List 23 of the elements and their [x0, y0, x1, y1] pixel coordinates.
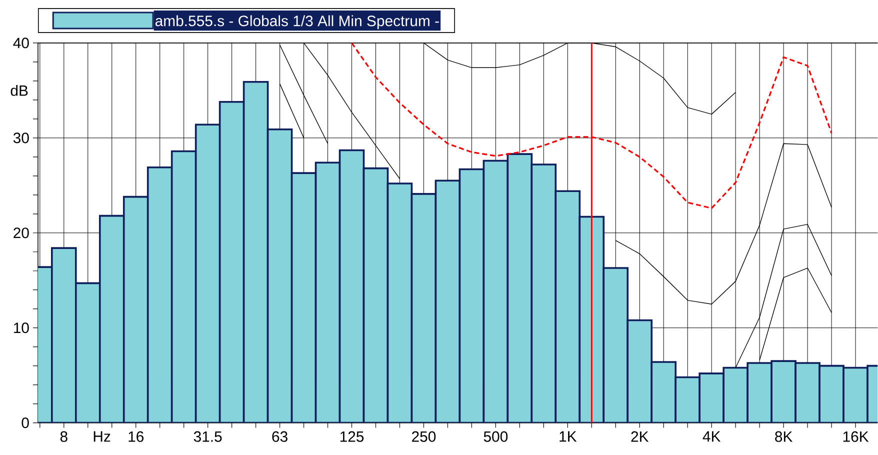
- y-tick-label: 0: [22, 418, 29, 428]
- x-tick-label: 63: [272, 431, 288, 442]
- x-axis-title: Hz: [94, 431, 110, 442]
- x-tick-label: 8K: [775, 431, 793, 442]
- x-tick-label: 2K: [631, 431, 649, 442]
- x-tick-label: 16K: [843, 431, 869, 442]
- text: amb.555.s - Globals 1/3 All Min Spectrum -: [155, 15, 439, 30]
- line-series: [735, 224, 832, 368]
- y-tick-label: 30: [13, 132, 29, 144]
- x-tick-label: 8: [60, 431, 68, 442]
- line-series: [615, 143, 832, 305]
- line-series: [759, 268, 832, 361]
- y-tick-label: 40: [13, 38, 29, 48]
- x-tick-label: 4K: [702, 431, 721, 442]
- x-tick-label: 31.5: [194, 431, 222, 442]
- x-tick-label: 125: [340, 431, 364, 442]
- x-tick-label: 500: [484, 431, 508, 442]
- x-tick-label: 250: [412, 431, 436, 442]
- x-tick-label: 16: [128, 431, 144, 442]
- x-tick-label: 1K: [560, 431, 577, 442]
- y-tick-label: 10: [14, 322, 29, 334]
- y-tick-label: 20: [14, 228, 29, 238]
- y-axis-title: dB: [10, 85, 28, 96]
